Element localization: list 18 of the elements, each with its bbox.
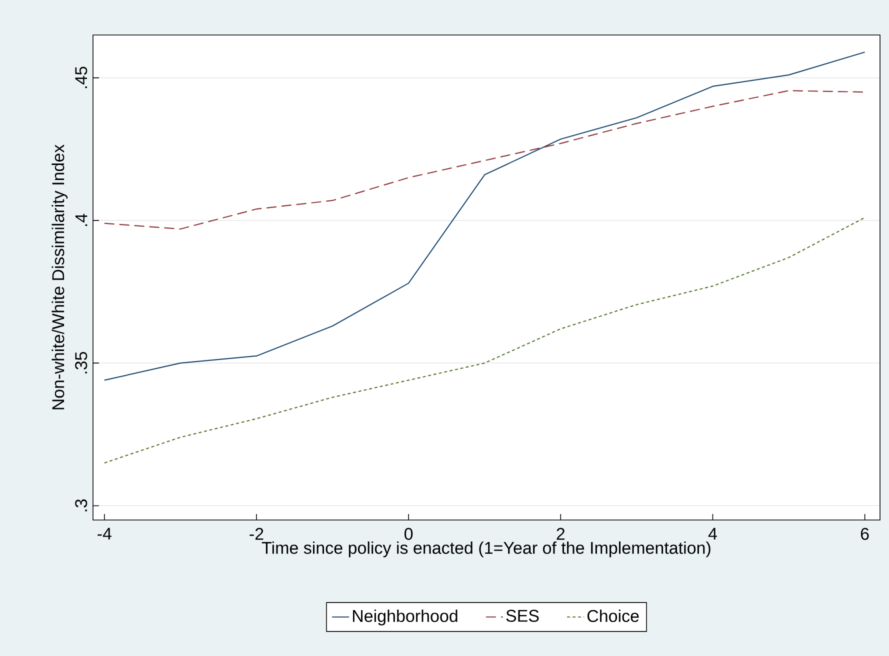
y-axis-title: Non-white/White Dissimilarity Index [52,144,68,410]
legend-label: Choice [587,610,639,622]
line-series [104,90,866,230]
x-tick-label: -4 [98,528,112,540]
y-tick-label: .35 [75,352,88,374]
legend-label: Neighborhood [352,610,458,626]
line-series [104,52,866,381]
x-tick-label: 0 [404,528,413,540]
y-tick-label: .4 [75,214,88,226]
line-series [104,217,866,464]
x-tick-label: 6 [860,528,869,540]
x-tick-label: -2 [250,528,264,540]
x-tick-label: 4 [708,528,717,540]
legend-label: SES [506,610,539,622]
x-tick-label: 2 [556,528,565,540]
y-tick-label: .3 [75,499,88,512]
y-tick-label: .45 [75,66,88,88]
x-axis-title: Time since policy is enacted (1=Year of the Implementation) [262,541,710,558]
